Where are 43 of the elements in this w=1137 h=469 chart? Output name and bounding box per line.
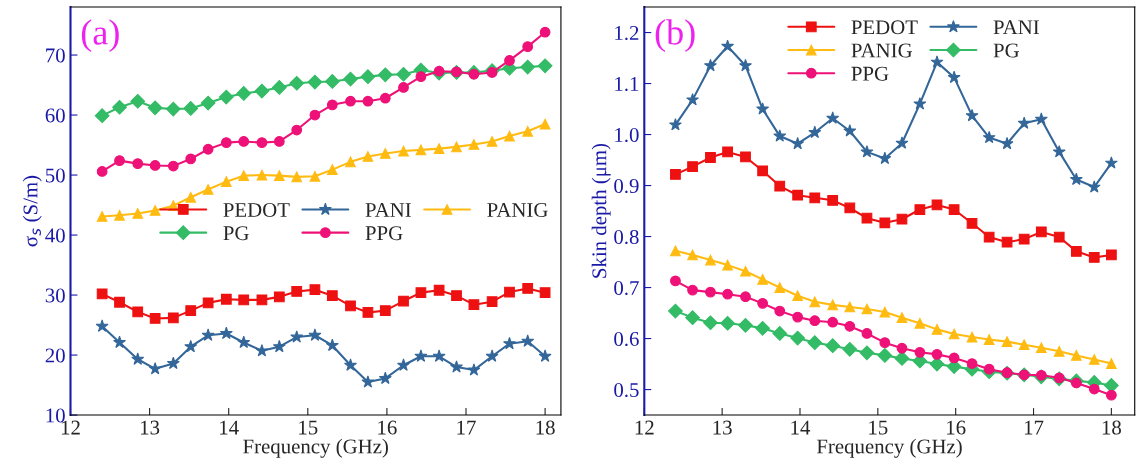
legend-label: PPG [365,226,403,241]
y-tick-label: 20 [45,348,65,363]
y-tick-label: 0.7 [614,280,639,296]
y-axis-title: σ$_{s}$ (S/m) [22,175,42,247]
y-tick-label: 1.2 [615,25,639,41]
x-tick-label: 12 [635,420,654,435]
x-tick-label: 17 [457,420,476,435]
y-axis-title: Skin depth (μm) [591,143,611,278]
x-tick-label: 15 [869,420,888,435]
y-tick-label: 0.9 [614,178,639,194]
x-axis-title: Frequency (GHz) [243,438,388,458]
legend-label: PG [223,226,249,241]
x-tick-label: 16 [947,420,966,435]
y-tick-label: 1.1 [615,77,639,92]
legend-label: PG [993,43,1019,58]
x-tick-label: 18 [1102,420,1121,435]
x-tick-label: 15 [299,420,318,435]
y-tick-label: 0.5 [614,382,639,398]
legend-label: PEDOT [223,202,290,217]
y-tick-label: 60 [45,108,65,123]
y-tick-label: 1.0 [615,127,639,143]
legend-label: PPG [851,66,889,81]
legend-label: PANI [993,20,1039,35]
x-tick-label: 13 [713,420,732,435]
y-tick-label: 0.8 [614,229,639,245]
x-tick-label: 17 [1024,420,1044,435]
x-axis-title: Frequency (GHz) [816,438,962,458]
x-tick-label: 14 [220,420,239,435]
y-tick-label: 40 [45,228,65,243]
annotation: (b) [655,19,695,53]
x-tick-label: 13 [141,420,160,435]
y-tick-label: 70 [46,48,65,63]
legend-label: PANI [365,203,411,217]
annotation: (a) [81,19,119,53]
y-tick-label: 30 [45,288,65,303]
x-tick-label: 16 [378,420,397,435]
legend-label: PANIG [851,43,912,58]
legend-label: PANIG [487,202,548,217]
y-tick-label: 0.6 [614,331,639,347]
x-tick-label: 14 [791,420,811,435]
legend-label: PEDOT [851,20,918,35]
y-tick-label: 50 [46,168,65,183]
x-tick-label: 18 [536,420,555,435]
